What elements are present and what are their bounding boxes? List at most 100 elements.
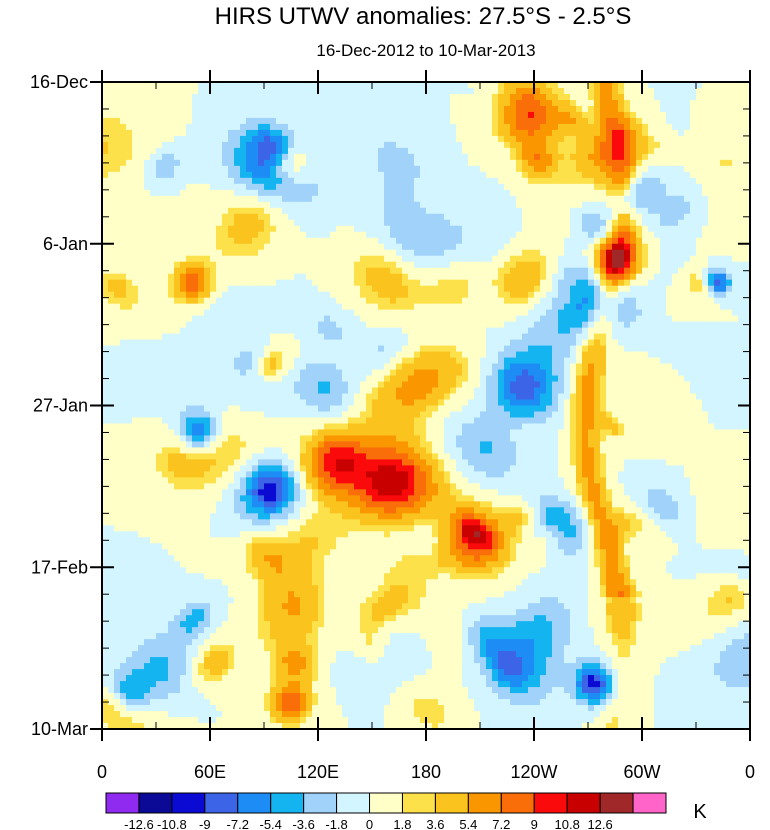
field-cell — [528, 135, 535, 143]
field-cell — [618, 177, 625, 185]
field-cell — [372, 267, 379, 275]
field-cell — [294, 141, 301, 149]
field-cell — [714, 165, 721, 173]
field-cell — [690, 99, 697, 107]
field-cell — [312, 261, 319, 269]
field-cell — [414, 345, 421, 353]
field-cell — [102, 273, 109, 281]
field-cell — [450, 351, 457, 359]
field-cell — [444, 153, 451, 161]
field-cell — [186, 243, 193, 251]
field-cell — [132, 297, 139, 305]
field-cell — [516, 291, 523, 299]
field-cell — [600, 297, 607, 305]
field-cell — [726, 231, 733, 239]
field-cell — [186, 261, 193, 269]
field-cell — [354, 117, 361, 125]
field-cell — [198, 99, 205, 107]
field-cell — [516, 135, 523, 143]
field-cell — [738, 105, 745, 113]
field-cell — [654, 189, 661, 197]
field-cell — [366, 159, 373, 167]
field-cell — [222, 333, 229, 341]
field-cell — [390, 291, 397, 299]
field-cell — [534, 333, 541, 341]
field-cell — [450, 165, 457, 173]
field-cell — [684, 285, 691, 293]
field-cell — [210, 357, 217, 365]
field-cell — [258, 93, 265, 101]
field-cell — [462, 333, 469, 341]
field-cell — [396, 117, 403, 125]
field-cell — [480, 279, 487, 287]
field-cell — [156, 201, 163, 209]
field-cell — [630, 339, 637, 347]
field-cell — [396, 291, 403, 299]
field-cell — [204, 135, 211, 143]
field-cell — [300, 93, 307, 101]
field-cell — [138, 279, 145, 287]
field-cell — [252, 231, 259, 239]
field-cell — [690, 165, 697, 173]
field-cell — [474, 303, 481, 311]
field-cell — [510, 117, 517, 125]
field-cell — [678, 225, 685, 233]
field-cell — [288, 327, 295, 335]
field-cell — [408, 261, 415, 269]
field-cell — [558, 105, 565, 113]
field-cell — [306, 105, 313, 113]
field-cell — [480, 339, 487, 347]
field-cell — [720, 273, 727, 281]
field-cell — [126, 165, 133, 173]
field-cell — [126, 309, 133, 317]
field-cell — [156, 291, 163, 299]
field-cell — [630, 159, 637, 167]
field-cell — [594, 273, 601, 281]
field-cell — [402, 243, 409, 251]
field-cell — [648, 82, 655, 89]
field-cell — [744, 117, 750, 125]
field-cell — [138, 153, 145, 161]
field-cell — [624, 201, 631, 209]
field-cell — [558, 291, 565, 299]
field-cell — [468, 297, 475, 305]
field-cell — [702, 339, 709, 347]
field-cell — [192, 117, 199, 125]
field-cell — [696, 207, 703, 215]
field-cell — [408, 183, 415, 191]
field-cell — [396, 231, 403, 239]
field-cell — [264, 351, 271, 359]
field-cell — [570, 93, 577, 101]
field-cell — [612, 82, 619, 89]
field-cell — [252, 93, 259, 101]
field-cell — [210, 249, 217, 257]
field-cell — [594, 147, 601, 155]
field-cell — [546, 93, 553, 101]
field-cell — [636, 231, 643, 239]
field-cell — [690, 219, 697, 227]
field-cell — [438, 303, 445, 311]
field-cell — [696, 195, 703, 203]
field-cell — [588, 87, 595, 95]
field-cell — [240, 267, 247, 275]
field-cell — [672, 237, 679, 245]
field-cell — [744, 327, 750, 335]
field-cell — [246, 255, 253, 263]
field-cell — [234, 345, 241, 353]
field-cell — [726, 189, 733, 197]
field-cell — [156, 171, 163, 179]
field-cell — [432, 123, 439, 131]
field-cell — [216, 225, 223, 233]
field-cell — [558, 219, 565, 227]
field-cell — [498, 339, 505, 347]
field-cell — [660, 189, 667, 197]
field-cell — [240, 243, 247, 251]
field-cell — [132, 82, 139, 89]
field-cell — [576, 165, 583, 173]
field-cell — [174, 147, 181, 155]
field-cell — [126, 285, 133, 293]
field-cell — [498, 177, 505, 185]
field-cell — [654, 267, 661, 275]
field-cell — [330, 147, 337, 155]
field-cell — [438, 315, 445, 323]
